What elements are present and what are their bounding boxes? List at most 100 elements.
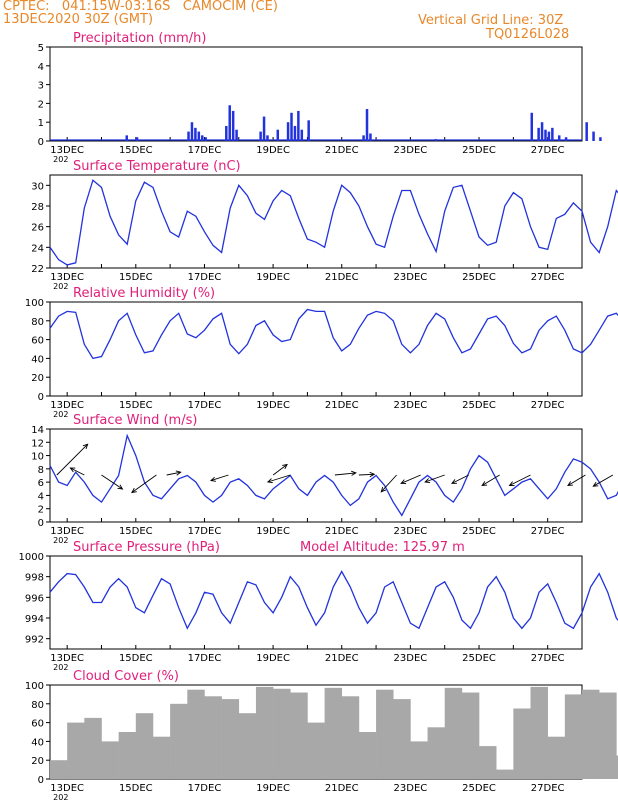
cloud-cover-ytick-label: 20 <box>31 756 44 767</box>
cloud-bar <box>67 722 85 779</box>
precipitation-xtick-label: 21DEC <box>325 145 359 156</box>
wind-xtick-label: 21DEC <box>325 526 359 537</box>
cloud-cover-xtick-year: 202 <box>53 793 68 800</box>
cloud-bar <box>307 722 325 779</box>
cloud-bar <box>50 760 68 779</box>
wind-line <box>49 433 618 517</box>
wind-vector-head <box>592 481 599 487</box>
model-altitude: Model Altitude: 125.97 m <box>300 540 465 555</box>
wind-vector <box>358 473 375 476</box>
precip-bar <box>599 137 602 141</box>
precipitation-ytick-label: 3 <box>38 81 44 92</box>
cloud-bar <box>187 689 205 779</box>
precip-bar <box>225 125 228 141</box>
wind-vector <box>70 467 85 476</box>
wind-vector <box>593 474 614 487</box>
cloud-cover-xtick-label: 15DEC <box>119 783 153 794</box>
wind-vector-head <box>451 479 457 484</box>
precip-bar <box>125 135 129 141</box>
precip-bar <box>300 129 304 141</box>
cloud-cover-xtick-label: 27DEC <box>531 783 565 794</box>
wind-vector-head <box>82 443 89 450</box>
pressure-panel: 992 994 996 998 1000 13DEC202 15DEC 17DEC 19DEC 2… <box>19 540 618 672</box>
wind-vector-head <box>380 486 387 493</box>
precipitation-ytick-label: 2 <box>38 99 44 110</box>
wind-xtick-label: 17DEC <box>188 526 222 537</box>
wind-vector-head <box>424 478 431 483</box>
wind-vector-head <box>508 481 515 486</box>
wind-xtick-label: 19DEC <box>256 526 290 537</box>
precipitation-xtick-label: 23DEC <box>394 145 428 156</box>
wind-vector-head <box>266 478 273 484</box>
precip-bar <box>540 122 544 141</box>
wind-vector <box>166 471 181 476</box>
cloud-cover-panel: 0 20 40 60 80 100 13DEC202 15DEC 17DEC 19DEC 21DEC… <box>25 669 618 800</box>
pressure-xtick-label: 15DEC <box>119 653 153 664</box>
pressure-ytick-label: 992 <box>25 635 44 646</box>
temperature-xtick-label: 27DEC <box>531 272 565 283</box>
wind-ytick-label: 2 <box>38 505 44 516</box>
cloud-cover-xtick-label: 25DEC <box>462 783 496 794</box>
humidity-panel: 0 20 40 60 80 100 13DEC202 15DEC 17DEC 19DEC 21DEC… <box>25 286 618 419</box>
wind-ytick-label: 0 <box>38 518 44 529</box>
wind-xtick-label: 15DEC <box>119 526 153 537</box>
precipitation-ytick-label: 1 <box>38 118 44 129</box>
cloud-bar <box>101 741 119 779</box>
pressure-xtick-label: 17DEC <box>188 653 222 664</box>
precip-bar <box>290 112 293 141</box>
cloud-bar <box>376 689 394 779</box>
grid-note: Vertical Grid Line: 30Z <box>418 13 564 28</box>
precip-bar <box>530 112 534 141</box>
cloud-bar <box>135 713 154 779</box>
precipitation-xtick-year: 202 <box>53 155 68 164</box>
wind-vector <box>380 474 397 493</box>
pressure-xtick-label: 25DEC <box>462 653 496 664</box>
temperature-xtick-year: 202 <box>53 282 68 291</box>
wind-vector <box>56 443 88 476</box>
temperature-ytick-label: 22 <box>31 264 44 275</box>
wind-ytick-label: 8 <box>38 465 44 476</box>
humidity-frame <box>49 301 583 397</box>
humidity-ytick-label: 0 <box>38 392 44 403</box>
precip-bar <box>259 131 262 141</box>
cloud-bar <box>547 736 566 779</box>
humidity-line <box>49 308 618 360</box>
wind-vector <box>424 474 445 483</box>
pressure-xtick-label: 27DEC <box>531 653 565 664</box>
wind-ytick-label: 12 <box>31 438 44 449</box>
precipitation-xtick-label: 25DEC <box>462 145 496 156</box>
cloud-bar <box>599 692 617 779</box>
wind-ytick-label: 10 <box>31 452 44 463</box>
humidity-ytick-label: 20 <box>31 373 44 384</box>
pressure-xtick-label: 19DEC <box>256 653 290 664</box>
pressure-ytick-label: 1000 <box>19 552 44 563</box>
precipitation-ytick-label: 0 <box>38 137 44 148</box>
precipitation-xtick-label: 13DEC <box>50 145 84 156</box>
precip-bar <box>537 127 540 141</box>
precipitation-panel: 0 1 2 3 4 5 13DEC202 15DEC 17DEC 19DEC 21DEC 23DEC 2… <box>38 31 602 164</box>
precip-bar <box>564 137 568 141</box>
precipitation-xtick-label: 27DEC <box>531 145 565 156</box>
precip-bar <box>547 131 551 141</box>
precip-bar <box>585 122 588 141</box>
precip-bar <box>204 137 207 141</box>
pressure-xtick-label: 21DEC <box>325 653 359 664</box>
humidity-title: Relative Humidity (%) <box>73 286 215 301</box>
cloud-cover-xtick-label: 23DEC <box>394 783 428 794</box>
precip-bar <box>369 133 372 141</box>
precipitation-ytick-label: 4 <box>38 62 44 73</box>
cloud-cover-xtick-label: 17DEC <box>188 783 222 794</box>
wind-vector <box>481 474 500 486</box>
precip-bar <box>365 109 369 141</box>
wind-ytick-label: 4 <box>38 491 44 502</box>
temperature-line <box>49 179 618 266</box>
wind-vectors <box>56 443 614 494</box>
cloud-bar <box>290 692 308 779</box>
pressure-ytick-label: 998 <box>25 573 44 584</box>
precip-bar <box>276 129 280 141</box>
cloud-bar <box>118 732 137 779</box>
cloud-bar <box>221 699 240 779</box>
model-code: TQ0126L028 <box>486 27 570 42</box>
temperature-xtick-label: 21DEC <box>325 272 359 283</box>
